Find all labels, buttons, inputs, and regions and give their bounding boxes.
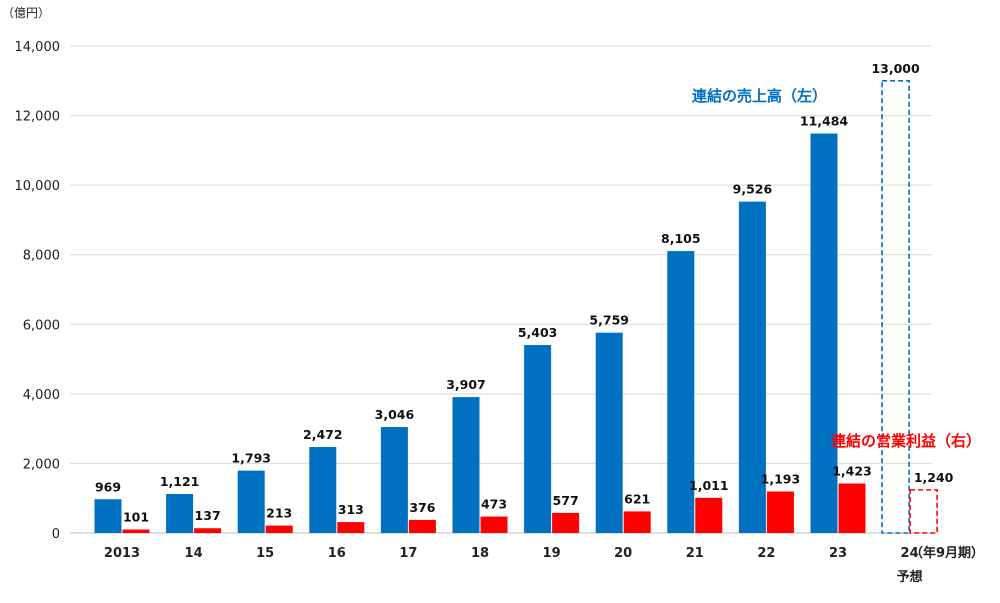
profit-bar xyxy=(766,491,794,533)
sales-value-label: 969 xyxy=(95,479,121,494)
profit-value-label: 1,011 xyxy=(689,478,729,493)
profit-value-label: 101 xyxy=(123,509,149,524)
x-tick-label: 19 xyxy=(543,546,561,561)
x-tick-label: 18 xyxy=(471,546,489,561)
x-tick-label: 17 xyxy=(399,546,417,561)
y-tick-label: 2,000 xyxy=(23,457,60,472)
profit-bar xyxy=(194,528,222,533)
sales-bar xyxy=(380,427,408,533)
y-axis-unit-label: （億円） xyxy=(2,6,50,20)
profit-bar xyxy=(265,525,293,533)
profit-bar-forecast xyxy=(909,489,938,534)
y-tick-label: 14,000 xyxy=(15,40,61,55)
sales-bar xyxy=(524,345,552,533)
profit-value-label: 376 xyxy=(409,500,435,515)
sales-value-label: 1,793 xyxy=(231,451,271,466)
y-tick-label: 12,000 xyxy=(15,110,61,125)
sales-bar xyxy=(738,201,766,533)
sales-bar xyxy=(667,251,695,534)
x-tick-label: 23 xyxy=(829,546,847,561)
sales-value-label: 9,526 xyxy=(733,182,773,197)
x-axis-ticks: 2013 14 15 16 17 18 19 20 21 22 23 24 予想 xyxy=(104,546,923,585)
profit-value-label: 313 xyxy=(338,502,364,517)
x-tick-label: 2013 xyxy=(104,546,140,561)
profit-value-label: 577 xyxy=(553,493,579,508)
x-tick-label: 24 xyxy=(901,546,919,561)
sales-value-label: 5,759 xyxy=(589,313,629,328)
profit-value-label: 213 xyxy=(266,506,292,521)
sales-value-label: 8,105 xyxy=(661,231,701,246)
profit-value-label: 473 xyxy=(481,497,507,512)
sales-value-label: 13,000 xyxy=(871,61,920,76)
legend-operating-profit: 連結の営業利益（右） xyxy=(831,432,981,450)
y-tick-label: 6,000 xyxy=(23,318,60,333)
sales-bar xyxy=(166,494,194,533)
x-tick-label: 22 xyxy=(757,546,775,561)
legend-sales: 連結の売上高（左） xyxy=(692,87,827,105)
profit-bar xyxy=(552,512,580,533)
bars xyxy=(94,79,938,534)
sales-value-label: 3,046 xyxy=(375,407,415,422)
sales-bar xyxy=(810,133,838,533)
profit-bar xyxy=(408,519,436,533)
x-axis-unit-label: （年9月期） xyxy=(910,545,984,561)
sales-bar xyxy=(309,447,337,533)
x-tick-label: 15 xyxy=(256,546,274,561)
sales-value-label: 3,907 xyxy=(446,377,486,392)
y-tick-label: 0 xyxy=(52,527,60,542)
sales-value-label: 2,472 xyxy=(303,427,343,442)
x-tick-label: 21 xyxy=(686,546,704,561)
sales-bar xyxy=(452,397,480,533)
y-tick-label: 8,000 xyxy=(23,249,60,264)
profit-bar xyxy=(337,522,365,533)
profit-value-label: 1,193 xyxy=(761,472,801,487)
profit-bar xyxy=(480,516,508,533)
sales-bar-forecast xyxy=(881,79,910,534)
profit-value-label: 137 xyxy=(195,508,221,523)
y-axis-ticks: 0 2,000 4,000 6,000 8,000 10,000 12,000 14,000 xyxy=(15,40,61,542)
profit-bar xyxy=(695,497,723,533)
sales-bar xyxy=(94,499,122,533)
profit-value-label: 1,240 xyxy=(914,470,954,485)
x-tick-label: 20 xyxy=(614,546,632,561)
gridlines xyxy=(70,45,932,534)
profit-value-label: 621 xyxy=(624,491,650,506)
profit-bar xyxy=(122,529,150,533)
profit-bar xyxy=(838,483,866,533)
profit-bar xyxy=(623,511,651,533)
y-tick-label: 10,000 xyxy=(15,179,61,194)
y-tick-label: 4,000 xyxy=(23,388,60,403)
sales-value-label: 11,484 xyxy=(800,114,849,129)
x-tick-label: 14 xyxy=(185,546,203,561)
sales-value-label: 5,403 xyxy=(518,325,558,340)
sales-bar xyxy=(595,332,623,533)
sales-bar xyxy=(237,470,265,533)
profit-value-label: 1,423 xyxy=(832,463,872,478)
data-labels: 969 1,121 1,793 2,472 3,046 3,907 5,403 5,759 8,… xyxy=(95,61,954,525)
x-tick-label: 16 xyxy=(328,546,346,561)
sales-value-label: 1,121 xyxy=(160,474,200,489)
forecast-label: 予想 xyxy=(897,569,923,585)
